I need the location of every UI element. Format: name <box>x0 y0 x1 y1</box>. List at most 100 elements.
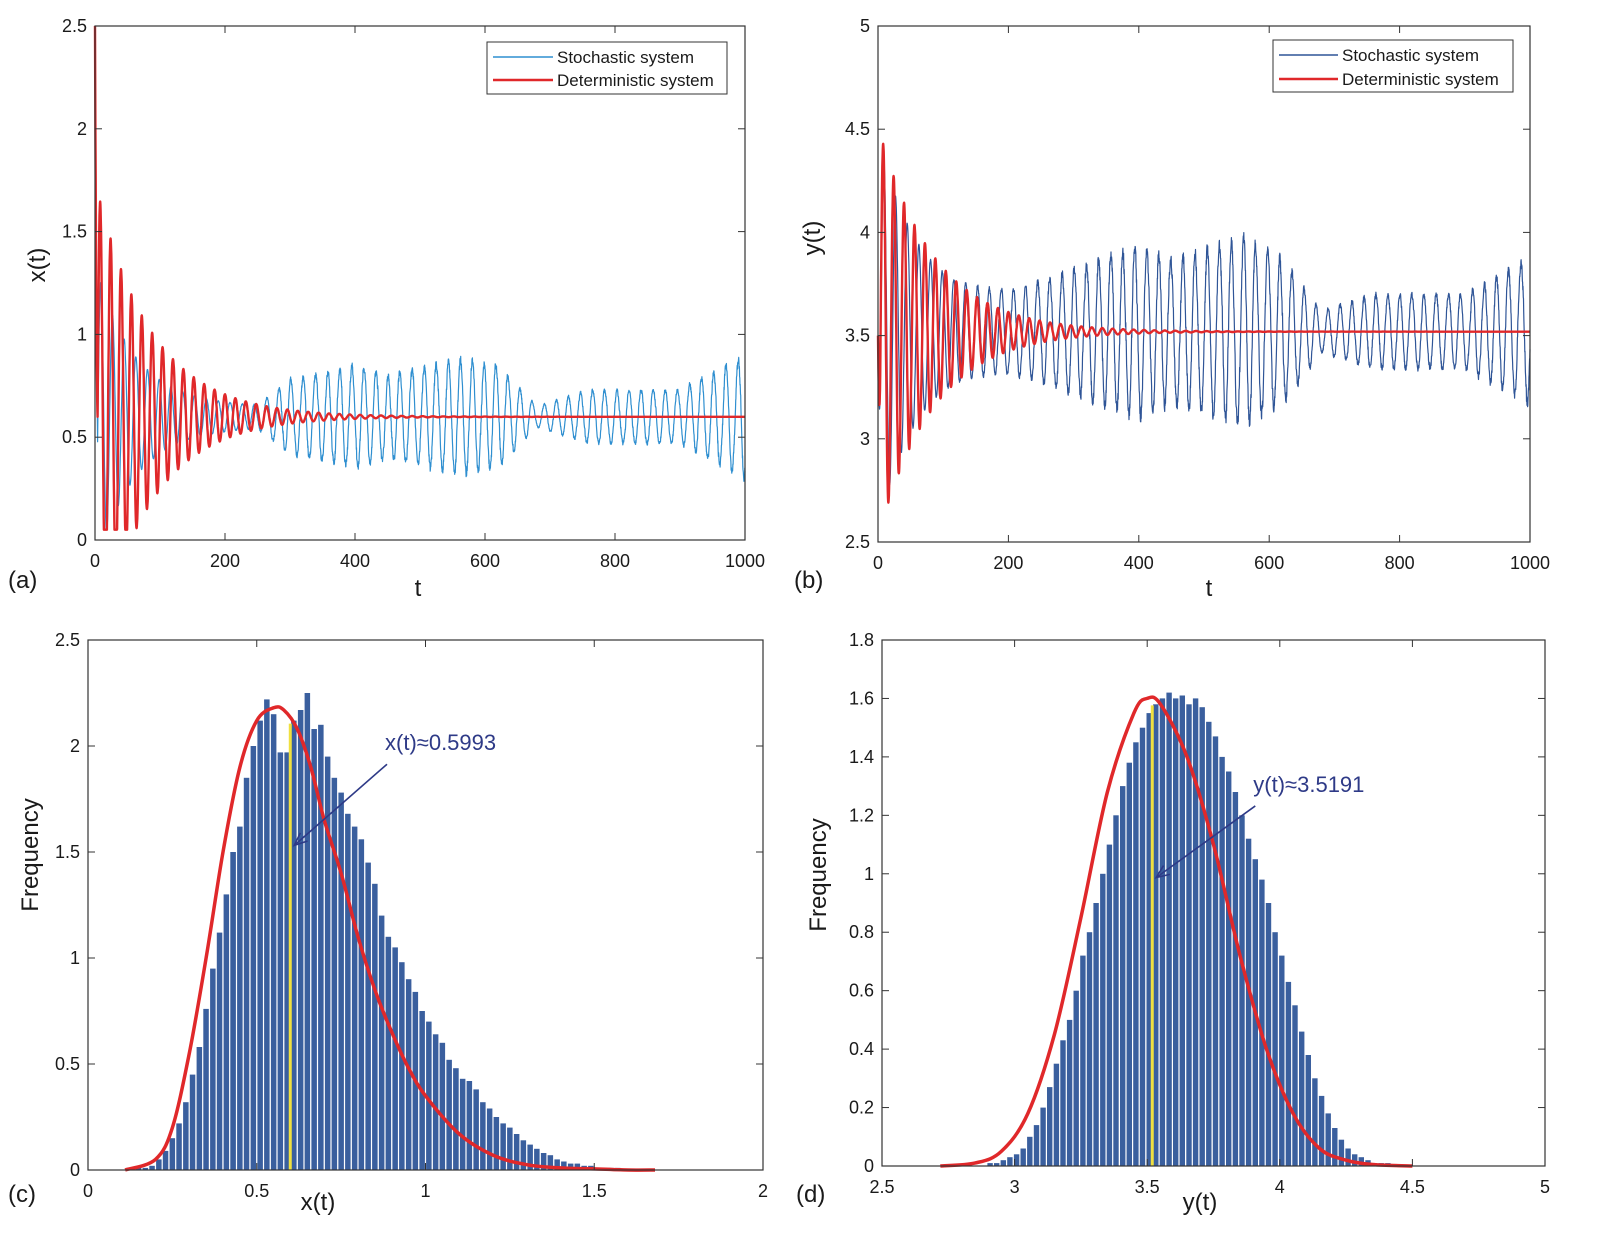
histogram-bar-c <box>540 1153 547 1170</box>
histogram-bar-d <box>1053 1063 1060 1166</box>
histogram-bar-c <box>345 813 351 1170</box>
histogram-bar-c <box>561 1161 567 1170</box>
histogram-bar-c <box>466 1081 473 1170</box>
histogram-bar-d <box>1345 1148 1351 1166</box>
histogram-bar-d <box>1239 815 1245 1166</box>
panel-label-b: (b) <box>794 567 823 594</box>
histogram-bar-c <box>264 699 270 1170</box>
histogram-bar-d <box>1066 1019 1073 1166</box>
histogram-bar-d <box>1126 762 1132 1166</box>
histogram-bar-c <box>149 1165 155 1170</box>
annotation-arrow-d <box>1155 805 1256 879</box>
histogram-bar-c <box>243 777 250 1170</box>
histogram-bar-c <box>257 720 263 1170</box>
histogram-bar-c <box>385 936 392 1170</box>
histogram-bar-c <box>513 1134 520 1170</box>
y-axis-label-b: y(t) <box>799 221 826 256</box>
histogram-bar-d <box>1305 1055 1311 1166</box>
x-tick-label-a: 800 <box>600 551 630 571</box>
histogram-bar-c <box>176 1123 182 1170</box>
histogram-bar-d <box>1199 707 1205 1166</box>
x-axis-label-c: x(t) <box>301 1189 336 1216</box>
histogram-bar-d <box>1285 981 1292 1166</box>
x-tick-label-c: 1 <box>420 1181 430 1201</box>
histogram-bar-d <box>1272 932 1278 1166</box>
histogram-bar-c <box>453 1068 459 1170</box>
histogram-bar-c <box>324 756 331 1170</box>
y-tick-label-d: 1 <box>864 864 874 884</box>
histogram-bar-c <box>223 894 230 1170</box>
histogram-bar-c <box>439 1042 446 1170</box>
histogram-bar-c <box>318 724 324 1170</box>
histogram-bar-c <box>338 792 344 1170</box>
histogram-bar-d <box>1186 704 1192 1166</box>
histogram-bar-d <box>1040 1107 1046 1166</box>
legend-label-deterministic-a: Deterministic system <box>557 71 714 90</box>
y-tick-label-d: 1.6 <box>849 688 874 708</box>
histogram-bar-c <box>169 1138 176 1170</box>
histogram-bar-c <box>237 826 243 1170</box>
histogram-bar-c <box>480 1102 486 1170</box>
y-tick-label-d: 0 <box>864 1156 874 1176</box>
histogram-bar-d <box>1000 1160 1006 1166</box>
histogram-bar-d <box>1166 692 1172 1166</box>
x-tick-label-b: 200 <box>993 553 1023 573</box>
histogram-bar-d <box>1259 879 1265 1166</box>
x-axis-label-a: t <box>415 575 422 602</box>
histogram-bar-c <box>216 932 223 1170</box>
histogram-bar-c <box>189 1074 196 1170</box>
y-tick-label-c: 2.5 <box>55 630 80 650</box>
histogram-bar-d <box>1073 990 1079 1166</box>
x-tick-label-c: 1.5 <box>582 1181 607 1201</box>
series-line-deterministic-b <box>876 142 1532 504</box>
histogram-bar-d <box>1332 1128 1338 1166</box>
x-tick-label-a: 1000 <box>725 551 765 571</box>
y-tick-label-b: 5 <box>860 16 870 36</box>
x-tick-label-d: 4.5 <box>1400 1177 1425 1197</box>
histogram-bar-d <box>1007 1157 1013 1166</box>
y-tick-label-b: 4 <box>860 222 870 242</box>
histogram-bar-c <box>500 1123 506 1170</box>
histogram-bar-c <box>304 693 311 1170</box>
histogram-bar-c <box>135 1167 142 1170</box>
histogram-bar-d <box>1047 1087 1053 1166</box>
plot-frame-c <box>87 639 764 1171</box>
legend-b: Stochastic system Deterministic system <box>1272 39 1514 93</box>
annotation-arrowhead-c <box>292 832 308 847</box>
histogram-bar-d <box>1299 1031 1305 1166</box>
histogram-bar-c <box>196 1047 203 1170</box>
histogram-bar-d <box>987 1163 993 1166</box>
histogram-bar-c <box>426 1021 432 1170</box>
x-tick-label-b: 800 <box>1385 553 1415 573</box>
histogram-bar-c <box>270 714 277 1170</box>
fit-curve-c <box>124 705 656 1172</box>
plot-area-b <box>876 142 1532 504</box>
x-tick-label-c: 2 <box>758 1181 768 1201</box>
x-tick-label-d: 3.5 <box>1135 1177 1160 1197</box>
y-tick-label-b: 3 <box>860 429 870 449</box>
histogram-bar-d <box>1153 704 1159 1166</box>
histogram-bar-c <box>372 883 378 1170</box>
histogram-bar-c <box>230 852 236 1170</box>
x-tick-label-d: 2.5 <box>869 1177 894 1197</box>
histogram-bar-d <box>1020 1148 1026 1166</box>
legend-label-stochastic-a: Stochastic system <box>557 48 694 67</box>
series-line-deterministic-a <box>93 25 746 531</box>
y-tick-label-d: 0.6 <box>849 981 874 1001</box>
histogram-bar-c <box>520 1140 527 1170</box>
histogram-bar-d <box>1192 698 1199 1166</box>
histogram-bar-d <box>1265 903 1272 1166</box>
histogram-bar-c <box>554 1159 560 1170</box>
series-line-stochastic-b <box>877 158 1531 485</box>
y-tick-label-a: 2.5 <box>62 16 87 36</box>
histogram-bar-d <box>1027 1136 1033 1166</box>
histogram-bar-c <box>297 710 304 1170</box>
plot-area-a <box>93 25 746 531</box>
y-tick-label-c: 0 <box>70 1160 80 1180</box>
histogram-bar-c <box>405 979 412 1170</box>
y-tick-label-c: 1.5 <box>55 842 80 862</box>
histogram-bar-c <box>473 1089 479 1170</box>
plot-frame-b <box>877 25 1531 543</box>
histogram-bar-c <box>358 839 365 1170</box>
y-tick-label-b: 4.5 <box>845 119 870 139</box>
